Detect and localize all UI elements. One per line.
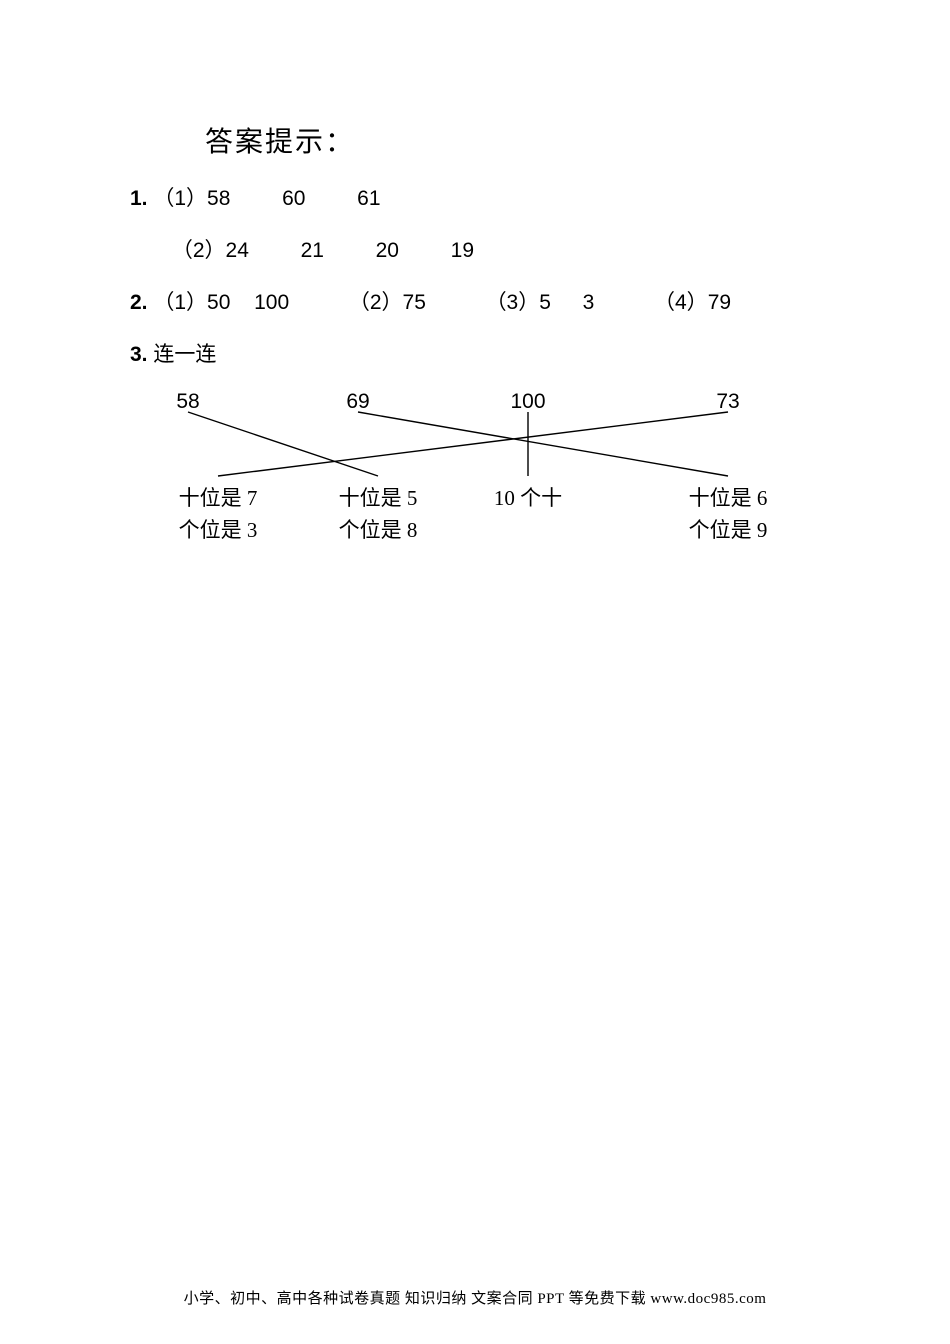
q2-p3-v0: 79 xyxy=(708,291,731,314)
connection-line xyxy=(358,412,728,476)
q2-p2-prefix: （3） xyxy=(486,291,540,314)
bot-2-l1: 10 个十 xyxy=(494,482,562,512)
q3-label: 3. xyxy=(130,343,148,366)
q1-p1-prefix: （1） xyxy=(153,187,207,210)
bot-3-l2: 个位是 9 xyxy=(689,514,768,544)
q1-p1-v1: 60 xyxy=(282,187,305,210)
q1-line1: 1. （1）58 60 61 xyxy=(130,182,830,212)
q2-p0-v1: 100 xyxy=(254,291,289,314)
q1-p1-v0: 58 xyxy=(207,187,230,210)
connection-line xyxy=(188,412,378,476)
q2-p3-prefix: （4） xyxy=(654,291,708,314)
q2-p0-prefix: （1） xyxy=(153,291,207,314)
bot-0-l1: 十位是 7 xyxy=(179,482,258,512)
q2-p1-prefix: （2） xyxy=(349,291,403,314)
q2-p0-v0: 50 xyxy=(207,291,230,314)
bot-3-l1: 十位是 6 xyxy=(689,482,768,512)
q3-heading-line: 3. 连一连 xyxy=(130,338,830,368)
bot-1-l2: 个位是 8 xyxy=(339,514,418,544)
q1-p1-v2: 61 xyxy=(357,187,380,210)
q2-p1-v0: 75 xyxy=(403,291,426,314)
q1-line2: （2）24 21 20 19 xyxy=(130,234,830,264)
q1-p2-prefix: （2） xyxy=(172,239,226,262)
bot-1-l1: 十位是 5 xyxy=(339,482,418,512)
q2-line: 2. （1）50 100 （2）75 （3）5 3 （4）79 xyxy=(130,286,830,316)
top-num-2: 100 xyxy=(510,390,545,414)
page-footer: 小学、初中、高中各种试卷真题 知识归纳 文案合同 PPT 等免费下载 www.d… xyxy=(0,1287,950,1308)
top-num-3: 73 xyxy=(716,390,739,414)
connection-line xyxy=(218,412,728,476)
q2-label: 2. xyxy=(130,291,148,314)
top-num-0: 58 xyxy=(176,390,199,414)
q2-p2-v0: 5 xyxy=(539,291,551,314)
title: 答案提示： xyxy=(205,120,830,160)
q2-p2-v1: 3 xyxy=(583,291,595,314)
bot-0-l2: 个位是 3 xyxy=(179,514,258,544)
top-num-1: 69 xyxy=(346,390,369,414)
q1-p2-v1: 21 xyxy=(301,239,324,262)
q1-p2-v3: 19 xyxy=(451,239,474,262)
q3-heading: 连一连 xyxy=(153,342,216,366)
matching-diagram: 58 69 100 73 十位是 7 十位是 5 10 个十 十位是 6 个位是… xyxy=(130,390,810,580)
q1-p2-v2: 20 xyxy=(376,239,399,262)
page-content: 答案提示： 1. （1）58 60 61 （2）24 21 20 19 2. （… xyxy=(130,120,830,580)
q1-label: 1. xyxy=(130,187,148,210)
q1-p2-v0: 24 xyxy=(226,239,249,262)
